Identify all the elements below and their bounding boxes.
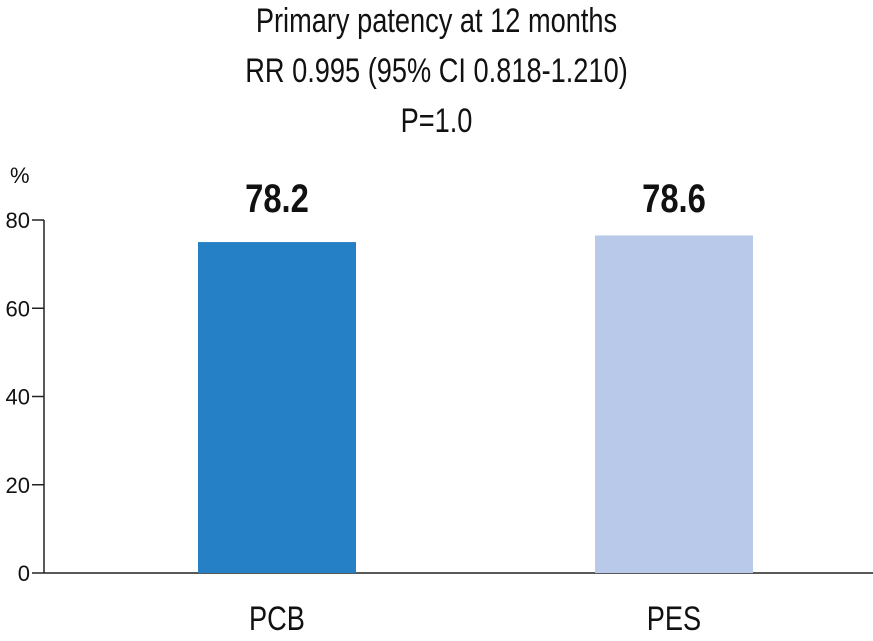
data-label-pcb: 78.2: [245, 176, 309, 221]
y-tick-label: 80: [6, 208, 30, 233]
title-line-1: Primary patency at 12 months: [255, 2, 618, 40]
data-label-pes: 78.6: [642, 176, 706, 221]
bar-pcb: [198, 242, 356, 573]
y-tick-label: 40: [6, 385, 30, 410]
bar-pes: [595, 235, 753, 573]
x-category-label-pes: PES: [647, 599, 701, 638]
x-category-label-pcb: PCB: [249, 599, 305, 638]
title-line-3: P=1.0: [400, 102, 473, 140]
y-tick-label: 20: [6, 473, 30, 498]
y-tick-label: 60: [6, 296, 30, 321]
title-line-2: RR 0.995 (95% CI 0.818-1.210): [245, 52, 628, 90]
y-unit-label: %: [10, 163, 30, 188]
y-tick-label: 0: [18, 561, 30, 586]
